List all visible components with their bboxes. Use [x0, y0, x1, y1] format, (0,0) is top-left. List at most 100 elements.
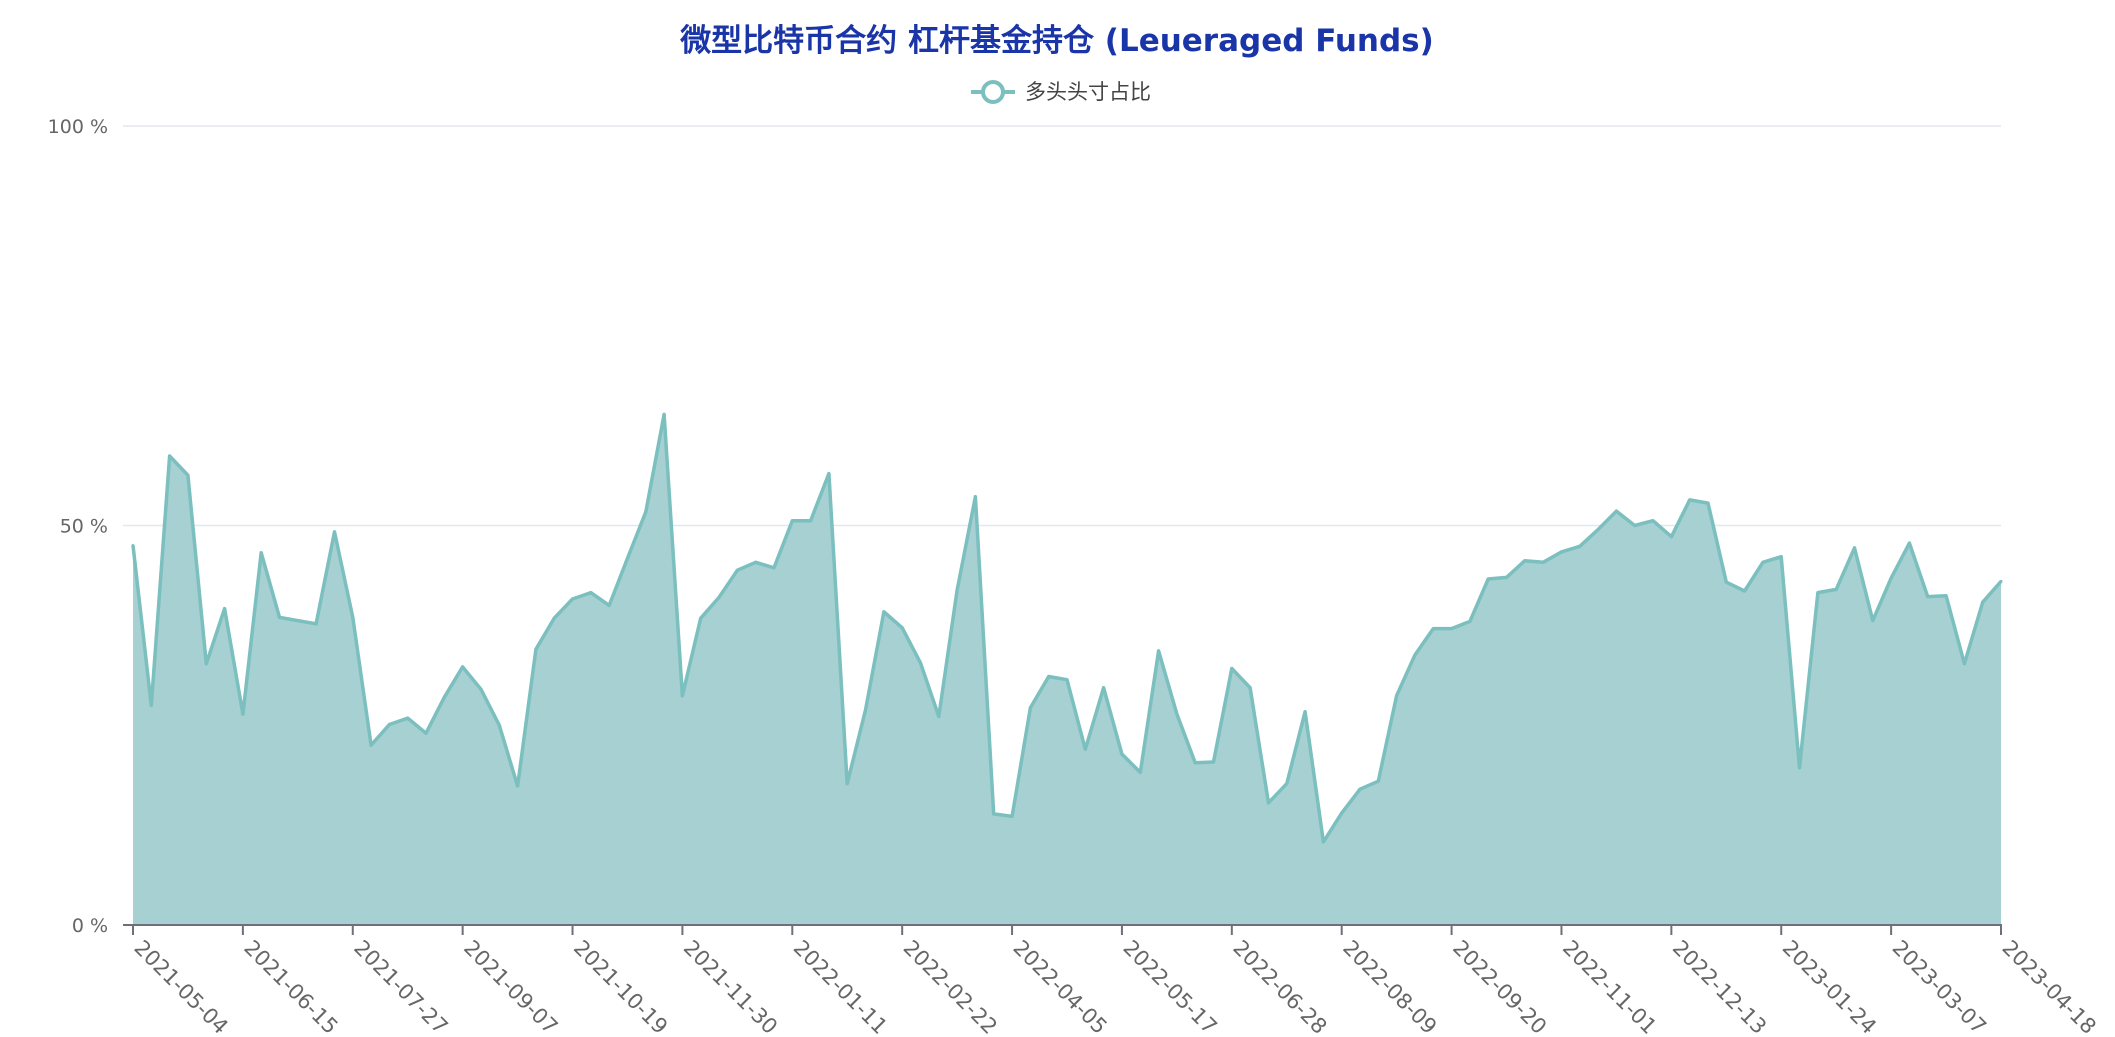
data-point — [1614, 509, 1618, 513]
data-point — [607, 603, 611, 607]
data-point — [1889, 576, 1893, 580]
data-point — [1193, 761, 1197, 765]
data-point — [461, 665, 465, 669]
data-point — [662, 412, 666, 416]
data-point — [497, 723, 501, 727]
data-point — [589, 591, 593, 595]
data-point — [626, 556, 629, 560]
data-point — [1761, 560, 1765, 564]
x-tick-label: 2021-05-04 — [129, 936, 232, 1037]
data-point — [1321, 840, 1325, 844]
data-point — [1340, 811, 1344, 815]
data-point — [1871, 619, 1875, 623]
data-point — [1486, 577, 1490, 581]
data-point — [1907, 541, 1911, 545]
grid-lines — [123, 125, 2001, 527]
data-point — [1083, 747, 1087, 751]
data-point — [735, 568, 739, 572]
data-point — [241, 712, 245, 716]
data-point — [1798, 766, 1801, 770]
data-point — [1926, 595, 1930, 599]
data-point — [1047, 675, 1051, 678]
data-point — [754, 560, 758, 564]
x-tick-label: 2021-09-07 — [459, 936, 562, 1037]
data-point — [809, 519, 813, 523]
data-point — [1120, 752, 1124, 756]
data-point — [1999, 579, 2003, 583]
data-point — [1944, 594, 1948, 598]
data-point — [1395, 694, 1399, 698]
data-point — [406, 716, 410, 720]
data-point — [223, 607, 227, 611]
data-point — [973, 495, 977, 499]
data-point — [1303, 710, 1307, 714]
data-point — [479, 687, 483, 691]
data-point — [204, 662, 208, 666]
data-point — [1230, 667, 1234, 670]
data-point — [259, 551, 263, 555]
data-point — [955, 588, 959, 592]
data-point — [1358, 787, 1362, 791]
data-point — [1175, 712, 1179, 716]
data-point — [1743, 589, 1747, 593]
legend[interactable]: 多头头寸占比 — [971, 80, 1151, 104]
data-point — [1651, 519, 1655, 523]
data-point — [827, 472, 831, 476]
data-point — [992, 812, 996, 816]
x-tick-label: 2023-03-07 — [1888, 936, 1991, 1037]
data-point — [387, 723, 391, 726]
data-point — [1505, 575, 1508, 579]
data-point — [1541, 560, 1545, 564]
data-point — [168, 454, 172, 458]
x-axis-ticks: 2021-05-04 2021-06-15 2021-07-27 2021-09-07… — [129, 925, 2101, 1037]
data-point — [1376, 779, 1380, 783]
x-tick-label: 2023-04-18 — [1997, 936, 2100, 1037]
data-point — [1688, 498, 1692, 502]
x-tick-label: 2022-11-01 — [1558, 936, 1661, 1037]
data-point — [772, 566, 776, 570]
data-point — [424, 731, 428, 735]
chart-title: 微型比特币合约 杠杆基金持仓 (Leueraged Funds) — [679, 23, 1434, 59]
x-tick-label: 2022-02-22 — [899, 936, 1002, 1037]
x-tick-label: 2022-12-13 — [1668, 936, 1771, 1037]
data-point — [314, 622, 318, 626]
y-axis-ticks: 0 % 50 % 100 % — [48, 116, 108, 937]
data-point — [369, 743, 373, 747]
x-tick-label: 2023-01-24 — [1778, 936, 1881, 1037]
data-point — [1853, 546, 1856, 550]
data-point — [900, 626, 904, 630]
data-point — [1468, 619, 1472, 623]
data-point — [680, 694, 684, 698]
data-point — [1816, 591, 1820, 595]
data-point — [644, 510, 648, 514]
data-point — [1560, 550, 1563, 554]
data-point — [1669, 535, 1673, 539]
x-tick-label: 2022-01-11 — [789, 936, 892, 1037]
data-point — [534, 647, 538, 651]
data-point — [1028, 706, 1032, 710]
data-point — [882, 610, 886, 614]
x-tick-label: 2021-07-27 — [349, 936, 452, 1037]
data-point — [1413, 653, 1417, 657]
data-point — [919, 661, 922, 665]
data-point — [1834, 587, 1838, 591]
data-point — [552, 616, 556, 620]
x-tick-label: 2022-04-05 — [1009, 936, 1112, 1037]
x-tick-label: 2022-09-20 — [1448, 936, 1551, 1037]
data-point — [1267, 801, 1270, 805]
data-point — [1010, 814, 1014, 818]
data-point — [1065, 678, 1069, 682]
data-point — [1981, 600, 1985, 604]
data-point — [1431, 627, 1435, 631]
data-point — [1706, 501, 1710, 505]
data-point — [1523, 559, 1527, 563]
data-point — [131, 544, 135, 547]
data-point — [864, 708, 867, 712]
data-point — [1285, 782, 1289, 786]
data-point — [1578, 544, 1582, 548]
data-point — [351, 615, 355, 619]
data-point — [717, 595, 721, 599]
data-point — [442, 695, 446, 699]
data-point — [1962, 662, 1966, 666]
